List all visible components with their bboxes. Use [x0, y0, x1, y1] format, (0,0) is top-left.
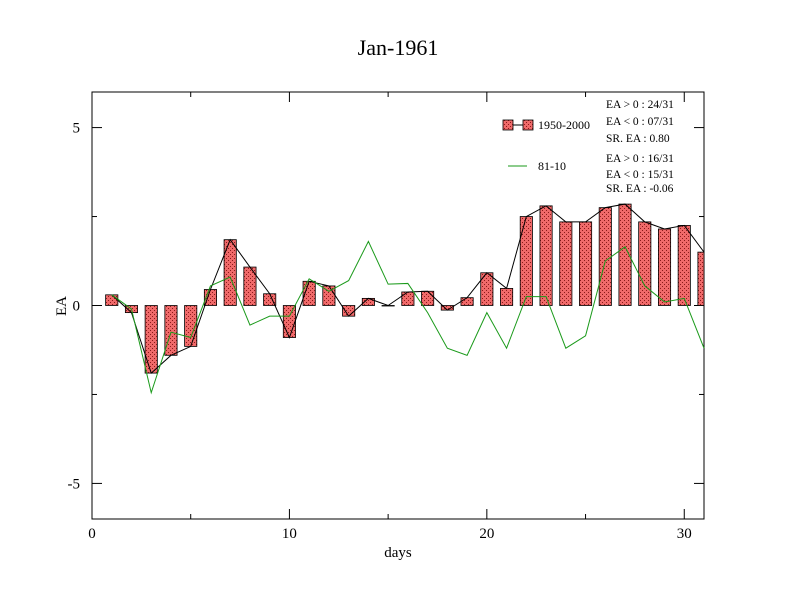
legend-label-1950-2000: 1950-2000 [538, 118, 590, 132]
bar-day-26 [598, 207, 612, 306]
bar-day-19 [460, 297, 474, 306]
tick-labels: 0 10 20 30 -5 0 5 [68, 121, 692, 542]
x-tick-label: 20 [479, 526, 494, 542]
legend: 1950-2000 81-10 EA > 0 : 24/31 EA < 0 : … [502, 99, 674, 195]
bar-day-1 [105, 294, 119, 306]
legend-swatch-1950-2000-right [522, 119, 534, 131]
x-tick-label: 10 [282, 526, 297, 542]
line-81-10 [111, 240, 705, 395]
bar-day-23 [539, 205, 553, 306]
y-tick-label: 0 [73, 299, 81, 315]
bar-day-29 [657, 228, 672, 306]
y-axis-label: EA [54, 296, 70, 316]
legend-label-81-10: 81-10 [538, 159, 566, 173]
bar-day-21 [500, 288, 514, 306]
x-tick-label: 0 [88, 526, 96, 542]
bar-day-16 [401, 291, 415, 306]
y-tick-label: 5 [73, 121, 81, 137]
line-series [111, 203, 705, 395]
bar-day-13 [342, 305, 356, 317]
bar-day-24 [559, 221, 573, 306]
x-tick-label: 30 [677, 526, 692, 542]
line-1950-2000 [111, 203, 705, 374]
stats-group2-line3: SR. EA : -0.06 [606, 183, 674, 195]
y-tick-label: -5 [68, 476, 81, 492]
legend-swatch-1950-2000-left [502, 119, 514, 131]
bar-day-25 [579, 221, 593, 306]
x-axis-label: days [384, 545, 412, 561]
chart-title: Jan-1961 [358, 35, 439, 60]
bar-day-22 [519, 216, 533, 306]
stats-group1-line3: SR. EA : 0.80 [606, 133, 670, 145]
bar-day-30 [677, 225, 691, 306]
axis-ticks [91, 92, 704, 519]
bar-day-3 [144, 305, 158, 374]
bar-day-28 [638, 221, 652, 306]
bar-day-17 [421, 290, 435, 306]
bar-day-10 [282, 305, 296, 338]
stats-group2-line2: EA < 0 : 15/31 [606, 169, 674, 181]
bar-series-1950-2000 [105, 203, 705, 374]
bar-day-31 [697, 251, 705, 306]
stats-group1-line2: EA < 0 : 07/31 [606, 116, 674, 128]
bar-day-4 [164, 305, 178, 356]
stats-group1-line1: EA > 0 : 24/31 [606, 99, 674, 111]
stats-group2-line1: EA > 0 : 16/31 [606, 153, 674, 165]
